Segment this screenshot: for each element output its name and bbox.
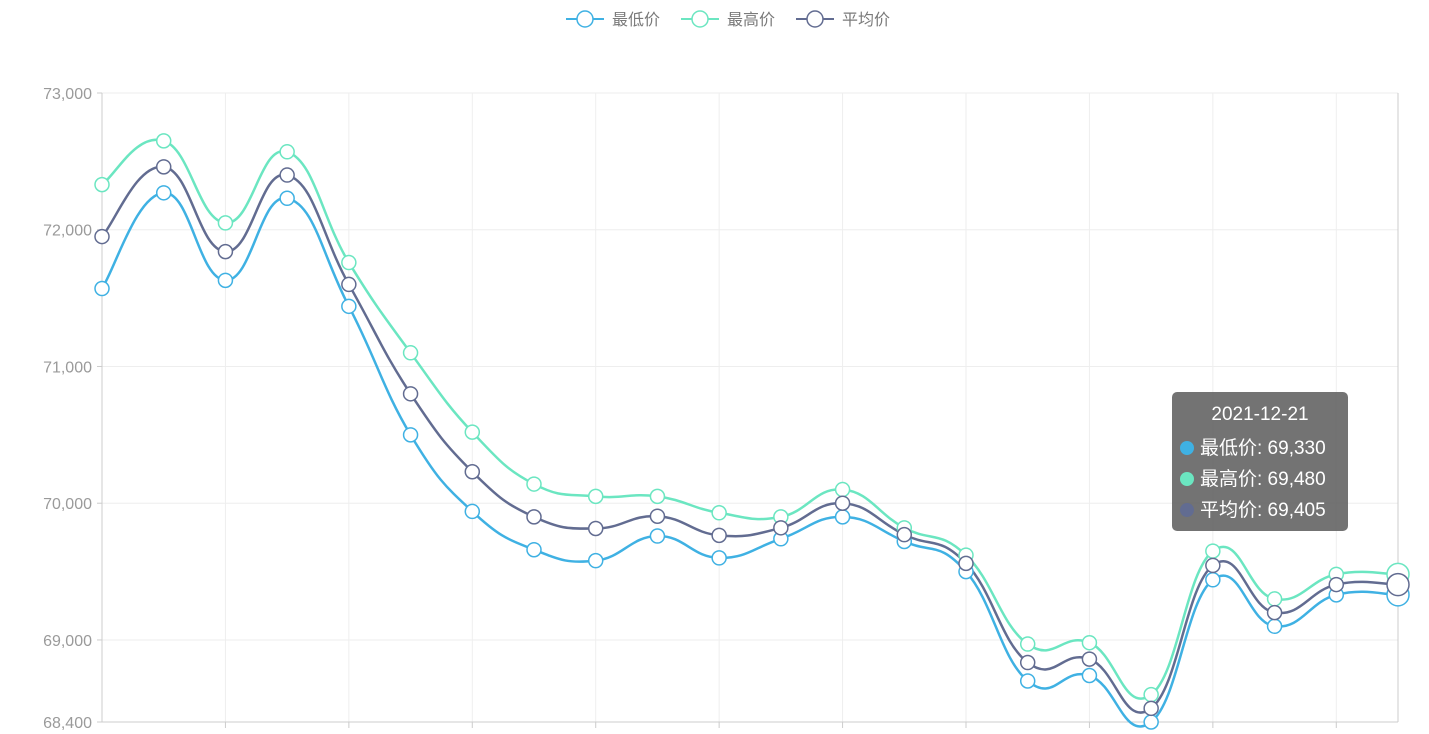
point-high[interactable] bbox=[402, 345, 419, 361]
series-layer bbox=[94, 133, 1410, 730]
point-avg[interactable] bbox=[1205, 557, 1221, 574]
series-line-avg bbox=[101, 165, 1399, 714]
point-low[interactable] bbox=[1205, 572, 1221, 588]
point-avg[interactable] bbox=[155, 159, 172, 175]
point-high[interactable] bbox=[649, 488, 666, 505]
point-low[interactable] bbox=[1266, 618, 1283, 635]
point-low[interactable] bbox=[834, 509, 851, 525]
legend-item-low[interactable]: 最低价 bbox=[566, 10, 660, 29]
point-low[interactable] bbox=[341, 298, 357, 315]
tooltip-title: 2021-12-21 bbox=[1211, 404, 1309, 425]
series-dot-icon bbox=[1180, 503, 1194, 517]
point-avg[interactable] bbox=[1143, 700, 1159, 717]
point-low[interactable] bbox=[526, 541, 542, 558]
point-high[interactable] bbox=[1081, 634, 1098, 651]
point-avg[interactable] bbox=[1266, 604, 1283, 621]
legend-label-high: 最高价 bbox=[727, 11, 775, 29]
legend: 最低价 最高价 平均价 bbox=[566, 10, 890, 29]
point-low[interactable] bbox=[1019, 673, 1036, 689]
point-avg[interactable] bbox=[1328, 576, 1345, 593]
tooltip-row-text: 平均价: 69,405 bbox=[1200, 500, 1326, 521]
tooltip-row-low: 最低价: 69,330 bbox=[1180, 433, 1340, 464]
point-low[interactable] bbox=[402, 427, 419, 443]
point-low[interactable] bbox=[217, 272, 234, 289]
point-high[interactable] bbox=[1205, 543, 1221, 559]
point-low[interactable] bbox=[649, 528, 666, 544]
point-low[interactable] bbox=[711, 550, 727, 566]
point-high[interactable] bbox=[155, 133, 172, 149]
tooltip-row-avg: 平均价: 69,405 bbox=[1180, 495, 1340, 526]
point-avg[interactable] bbox=[402, 386, 419, 402]
point-low[interactable] bbox=[1081, 667, 1098, 684]
y-tick-label: 72,000 bbox=[43, 223, 92, 240]
point-high[interactable] bbox=[279, 144, 295, 160]
point-avg[interactable] bbox=[649, 508, 666, 524]
y-tick-label: 69,000 bbox=[43, 633, 92, 650]
point-avg[interactable] bbox=[1386, 572, 1410, 597]
point-high[interactable] bbox=[94, 176, 110, 193]
tooltip: 2021-12-21 最低价: 69,330 最高价: 69,480 平均价: … bbox=[1172, 392, 1348, 531]
point-avg[interactable] bbox=[217, 243, 234, 260]
point-high[interactable] bbox=[526, 476, 542, 492]
tooltip-row-text: 最高价: 69,480 bbox=[1200, 469, 1326, 490]
point-avg[interactable] bbox=[958, 555, 974, 572]
point-high[interactable] bbox=[1143, 686, 1159, 703]
point-high[interactable] bbox=[587, 488, 604, 505]
point-avg[interactable] bbox=[1081, 651, 1098, 667]
point-avg[interactable] bbox=[834, 495, 851, 511]
point-low[interactable] bbox=[587, 552, 604, 569]
point-avg[interactable] bbox=[94, 228, 110, 245]
point-high[interactable] bbox=[834, 481, 851, 498]
point-avg[interactable] bbox=[773, 520, 789, 536]
y-tick-label: 73,000 bbox=[43, 86, 92, 103]
series-dot-icon bbox=[1180, 472, 1194, 486]
point-high[interactable] bbox=[1266, 591, 1283, 607]
y-tick-label: 70,000 bbox=[43, 496, 92, 513]
legend-item-high[interactable]: 最高价 bbox=[681, 10, 775, 29]
point-avg[interactable] bbox=[587, 520, 604, 537]
legend-item-avg[interactable]: 平均价 bbox=[796, 10, 890, 29]
legend-label-avg: 平均价 bbox=[842, 11, 890, 29]
point-avg[interactable] bbox=[711, 527, 727, 544]
point-avg[interactable] bbox=[464, 464, 481, 480]
point-high[interactable] bbox=[1019, 636, 1036, 652]
point-low[interactable] bbox=[464, 503, 481, 520]
point-low[interactable] bbox=[155, 185, 172, 201]
point-high[interactable] bbox=[341, 254, 357, 271]
point-avg[interactable] bbox=[341, 276, 357, 293]
point-high[interactable] bbox=[217, 215, 234, 231]
legend-label-low: 最低价 bbox=[612, 11, 660, 29]
y-tick-label: 71,000 bbox=[43, 359, 92, 376]
point-avg[interactable] bbox=[1019, 654, 1036, 671]
y-tick-label: 68,400 bbox=[43, 715, 92, 732]
tooltip-row-text: 最低价: 69,330 bbox=[1200, 438, 1326, 459]
tooltip-row-high: 最高价: 69,480 bbox=[1180, 464, 1340, 495]
series-dot-icon bbox=[1180, 441, 1194, 455]
point-avg[interactable] bbox=[896, 526, 913, 543]
series-line-high bbox=[101, 138, 1399, 700]
point-avg[interactable] bbox=[279, 167, 295, 183]
point-low[interactable] bbox=[279, 190, 295, 207]
point-avg[interactable] bbox=[526, 509, 542, 525]
point-high[interactable] bbox=[464, 424, 481, 440]
axes: 73,000 72,000 71,000 70,000 69,000 68,400 bbox=[43, 86, 1399, 732]
point-high[interactable] bbox=[711, 505, 727, 521]
point-low[interactable] bbox=[94, 280, 110, 297]
point-low[interactable] bbox=[1143, 714, 1159, 730]
